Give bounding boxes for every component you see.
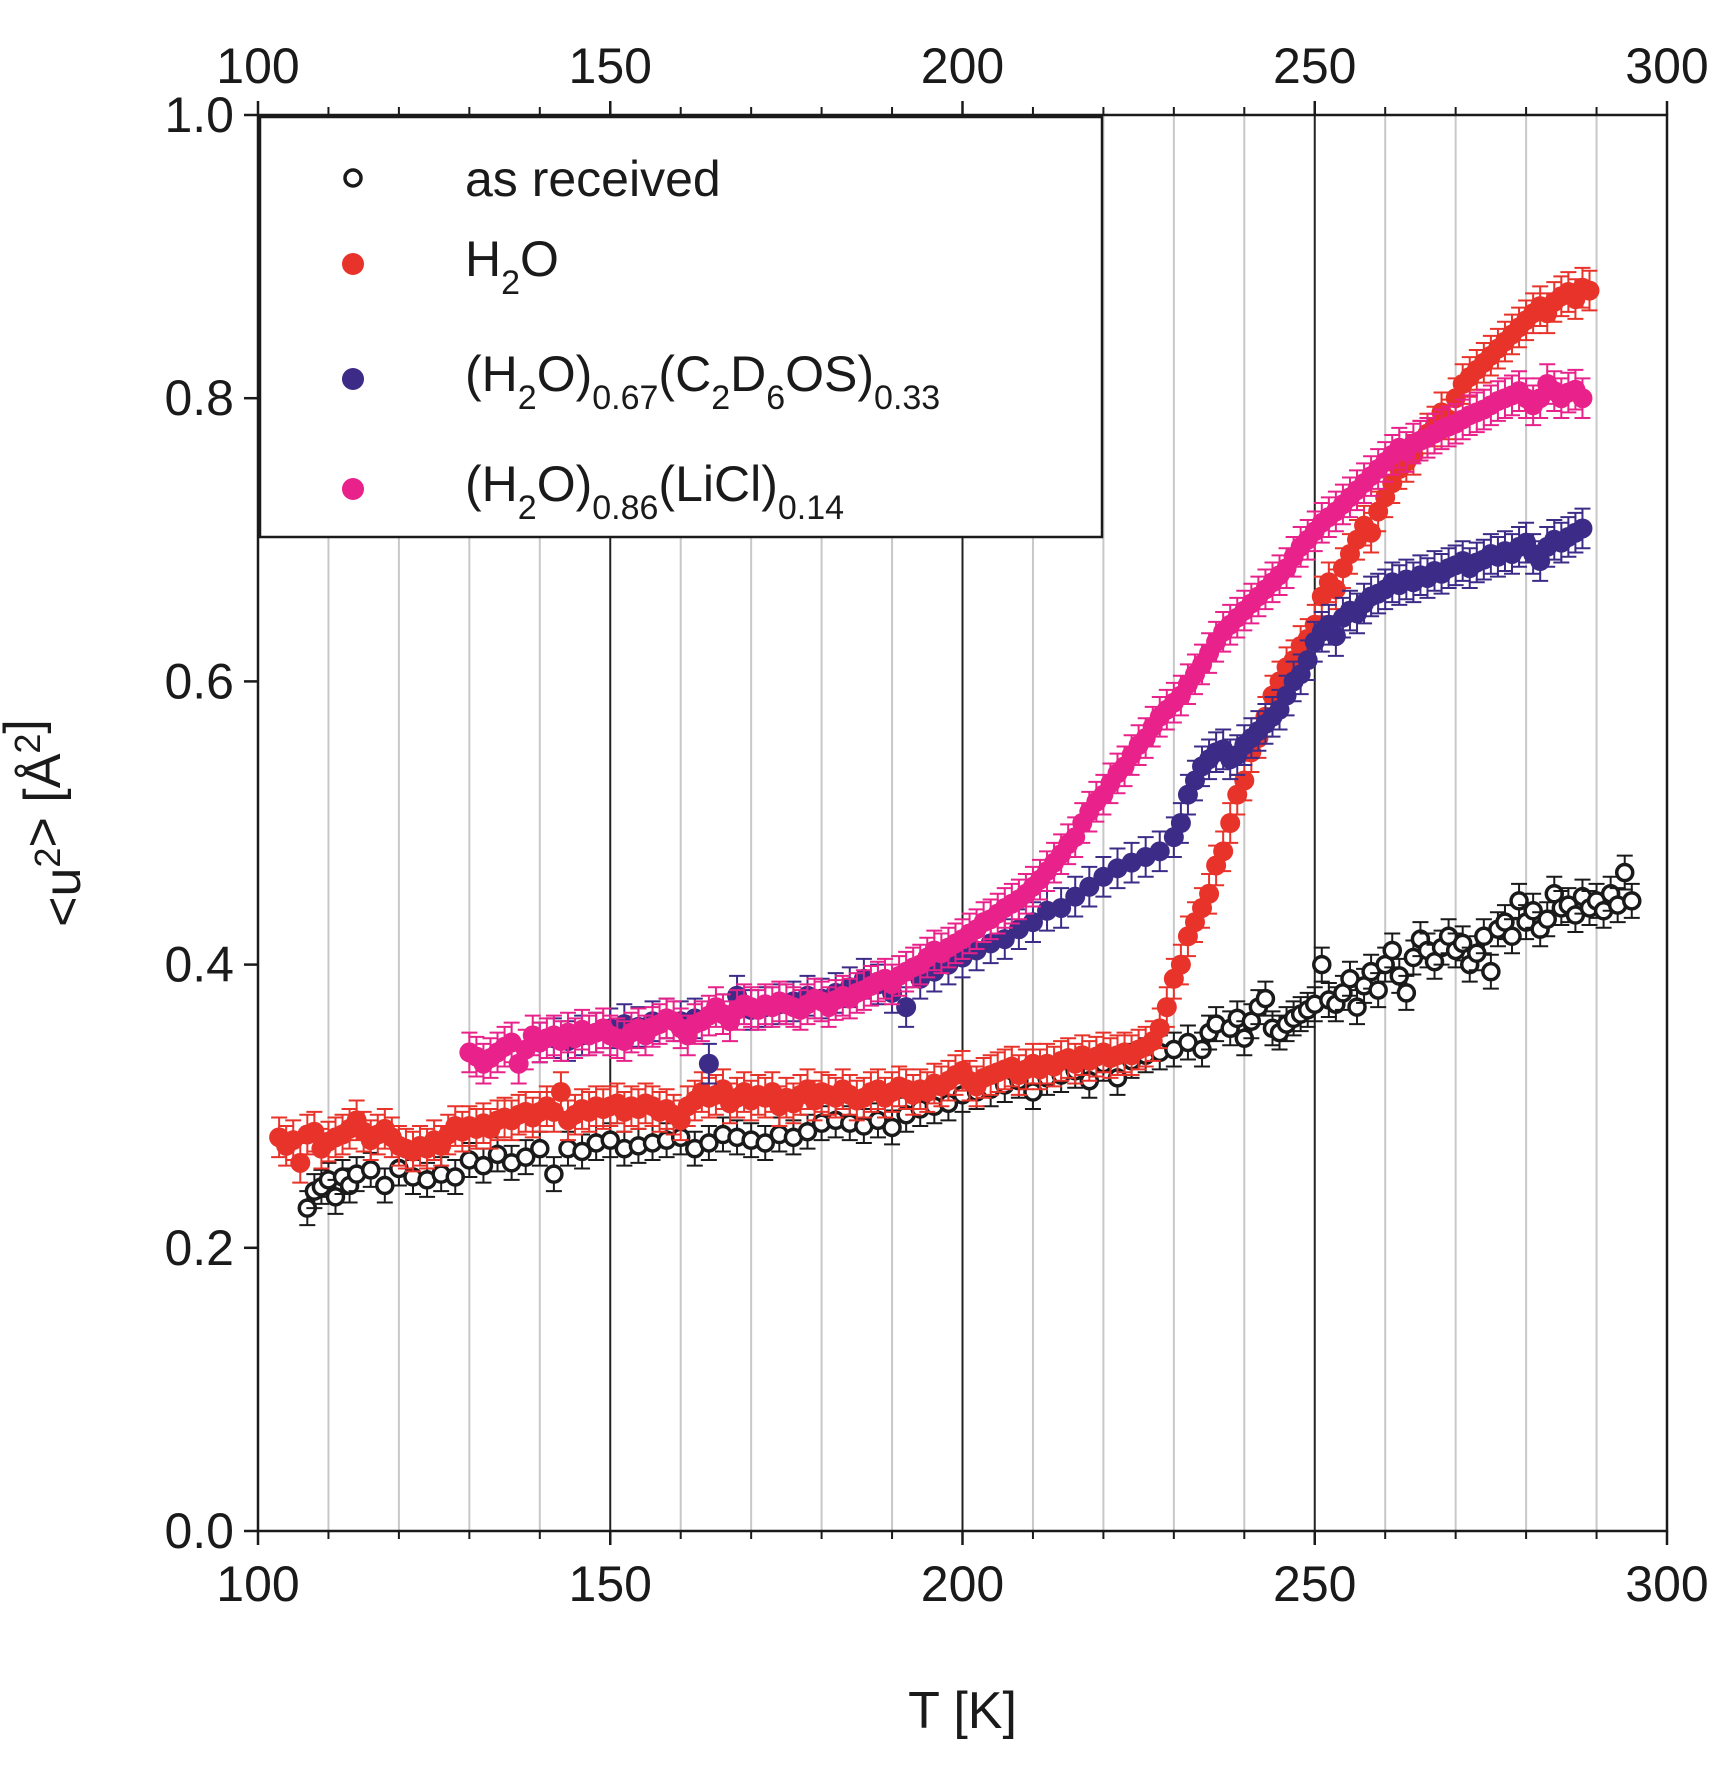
data-point <box>1199 883 1220 904</box>
data-point <box>1368 980 1388 1000</box>
data-point <box>544 1164 564 1184</box>
data-point <box>445 1167 466 1187</box>
series-as_received <box>297 854 1642 1227</box>
legend-box <box>258 115 1104 539</box>
data-point <box>1170 954 1191 975</box>
data-point <box>896 997 917 1018</box>
x-tick-label: 100 <box>216 1556 299 1612</box>
data-point <box>1572 388 1593 409</box>
data-point <box>1079 876 1100 897</box>
legend-label-as_received: as received <box>465 151 721 207</box>
data-point <box>375 1175 395 1196</box>
data-point <box>530 1138 550 1159</box>
y-axis-label: <u2> [Å2] <box>0 719 92 927</box>
data-point <box>1220 813 1241 833</box>
legend-marker-dmso <box>342 368 364 390</box>
data-point <box>1312 954 1332 975</box>
legend-marker-as_received <box>343 168 363 188</box>
data-point <box>1361 522 1382 543</box>
data-point <box>1396 983 1417 1003</box>
series-licl <box>459 363 1593 1085</box>
legend-marker-licl <box>342 478 364 500</box>
x-top-tick-label: 100 <box>216 38 299 94</box>
data-point <box>515 1147 536 1167</box>
data-point <box>572 1141 592 1162</box>
data-point <box>550 1082 571 1103</box>
legend-marker-h2o <box>342 253 364 275</box>
data-point <box>1149 841 1170 862</box>
data-point <box>1022 912 1043 933</box>
data-point <box>698 1053 719 1074</box>
data-point <box>1065 886 1086 907</box>
data-point <box>600 1130 620 1150</box>
y-tick-label: 0.6 <box>164 653 234 709</box>
data-point <box>487 1144 508 1165</box>
data-point <box>699 1133 719 1153</box>
x-axis-label: T [K] <box>908 1682 1017 1740</box>
data-point <box>1579 280 1600 301</box>
data-point <box>882 1117 902 1138</box>
y-tick-label: 0.4 <box>164 937 234 993</box>
x-tick-label: 300 <box>1625 1556 1708 1612</box>
data-point <box>304 1121 325 1142</box>
y-tick-label: 0.0 <box>164 1503 234 1559</box>
x-top-tick-label: 150 <box>569 38 652 94</box>
x-top-tick-label: 200 <box>921 38 1004 94</box>
data-point <box>1051 897 1072 918</box>
legend: as received H2O (H2O)0.67(C2D6OS)0.33 (H2O)… <box>258 115 1104 539</box>
data-point <box>797 1121 818 1142</box>
x-tick-label: 200 <box>921 1556 1004 1612</box>
data-point <box>1347 997 1367 1017</box>
y-tick-label: 0.2 <box>164 1220 234 1276</box>
data-point <box>1614 862 1635 883</box>
x-tick-label: 150 <box>569 1556 652 1612</box>
data-point <box>1622 891 1642 911</box>
x-top-tick-label: 250 <box>1273 38 1356 94</box>
legend-label-licl: (H2O)0.86(LiCl)0.14 <box>465 456 844 527</box>
legend-label-h2o: H2O <box>465 231 559 302</box>
data-point <box>1481 961 1501 982</box>
axes: 100 150 200 250 300 100 150 200 250 300 0.0 0.2 0.4 0… <box>164 38 1708 1612</box>
axis-labels: T [K] <u2> [Å2] <box>0 719 1017 1740</box>
data-point <box>1382 940 1402 961</box>
data-point <box>1325 626 1346 647</box>
data-point <box>1572 518 1593 539</box>
data-point <box>1325 579 1346 600</box>
data-point <box>1213 841 1234 862</box>
data-point <box>1502 926 1522 947</box>
y-tick-label: 1.0 <box>164 87 234 143</box>
x-top-tick-label: 300 <box>1625 38 1708 94</box>
data-point <box>290 1152 311 1173</box>
y-tick-label: 0.8 <box>164 370 234 426</box>
data-point <box>1023 1082 1043 1102</box>
data-point <box>473 1155 494 1176</box>
data-point <box>325 1187 346 1207</box>
data-point <box>1156 997 1177 1018</box>
data-point <box>755 1133 775 1153</box>
data-point <box>1297 650 1318 671</box>
data-point <box>1523 901 1543 921</box>
data-point <box>360 1160 381 1180</box>
data-point <box>1537 909 1557 930</box>
data-point <box>1255 988 1276 1009</box>
legend-label-dmso: (H2O)0.67(C2D6OS)0.33 <box>465 346 940 417</box>
plot-area <box>269 266 1642 1227</box>
data-point <box>1149 1018 1170 1039</box>
data-point <box>1170 813 1191 833</box>
x-tick-label: 250 <box>1273 1556 1356 1612</box>
